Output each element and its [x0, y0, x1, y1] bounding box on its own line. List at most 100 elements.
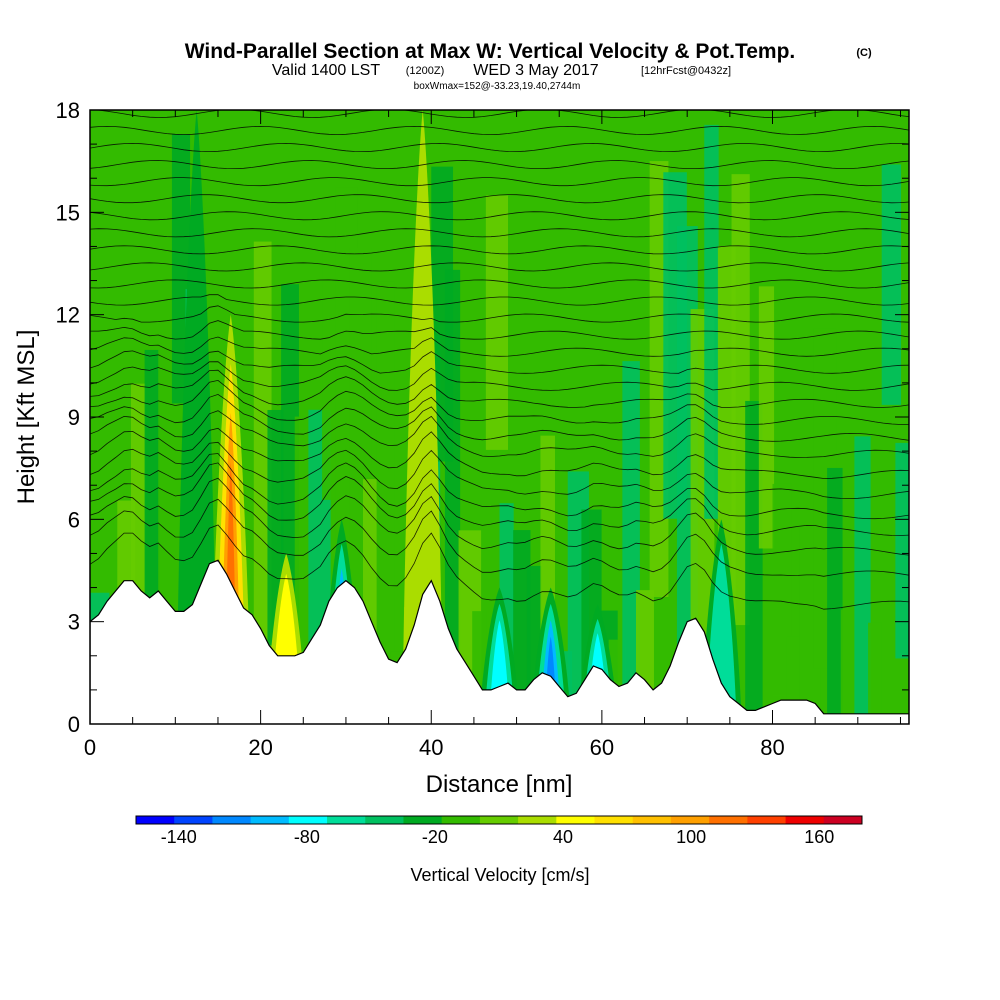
theta-contour: [90, 350, 909, 374]
colorbar-tick-label: -140: [161, 827, 197, 847]
y-tick-label: 18: [56, 98, 80, 123]
colorbar-tick-label: 100: [676, 827, 706, 847]
theta-contour: [90, 410, 909, 458]
box-wmax-info: boxWmax=152@-33.23,19.40,2744m: [414, 81, 581, 92]
colorbar-swatch: [174, 816, 213, 824]
colorbar-swatch: [327, 816, 366, 824]
colorbar-swatch: [441, 816, 481, 824]
colorbar-swatch: [250, 816, 290, 824]
x-tick-label: 20: [248, 735, 272, 760]
title-block: Wind-Parallel Section at Max W: Vertical…: [185, 40, 872, 92]
forecast-info: [12hrFcst@0432z]: [641, 65, 731, 77]
theta-contour: [90, 305, 909, 323]
colorbar-tick-label: -80: [294, 827, 320, 847]
colorbar-swatch: [212, 816, 252, 824]
colorbar-label: Vertical Velocity [cm/s]: [410, 865, 589, 885]
field-stripe: [895, 442, 909, 659]
theta-contour: [90, 228, 909, 238]
valid-date: WED 3 May 2017: [473, 62, 598, 79]
field-stripe: [485, 195, 509, 450]
field-stripe: [758, 286, 775, 549]
y-tick-label: 15: [56, 200, 80, 225]
theta-contour: [90, 160, 909, 170]
theta-contour: [90, 379, 909, 425]
colorbar-swatch: [747, 816, 787, 824]
field-stripe: [704, 124, 719, 519]
valid-time: Valid 1400 LST: [272, 62, 380, 79]
colorbar-swatch: [823, 816, 863, 824]
plot-area: [90, 110, 930, 724]
field-stripe: [731, 174, 750, 626]
colorbar-swatch: [632, 816, 672, 824]
theta-contour: [90, 453, 909, 520]
colorbar-swatch: [136, 816, 175, 824]
colorbar-swatch: [556, 816, 596, 824]
x-tick-label: 60: [590, 735, 614, 760]
y-tick-label: 3: [68, 610, 80, 635]
colorbar-swatch: [365, 816, 404, 824]
colorbar-tick-label: -20: [422, 827, 448, 847]
y-axis: 0 3 6 9 12 15 18: [56, 98, 909, 737]
theta-contour: [90, 369, 909, 408]
theta-contour: [90, 294, 909, 306]
colorbar-swatch: [479, 816, 519, 824]
theta-contour: [90, 279, 909, 289]
theta-contour: [90, 125, 909, 136]
theta-contour: [90, 361, 909, 391]
theta-contour: [90, 262, 909, 272]
field-stripe: [868, 622, 882, 724]
field-stripe: [827, 467, 843, 724]
field-stripe: [909, 191, 930, 406]
theta-contour: [90, 320, 909, 340]
valid-utc: (1200Z): [406, 65, 445, 77]
theta-contour: [90, 336, 909, 357]
theta-contour: [90, 477, 909, 556]
theta-contour: [90, 393, 909, 442]
y-axis-label: Height [Kft MSL]: [13, 330, 40, 505]
theta-contours: [90, 110, 909, 610]
colorbar-frame: [135, 815, 863, 825]
copyright-mark: (C): [856, 47, 872, 59]
chart-title: Wind-Parallel Section at Max W: Vertical…: [185, 40, 796, 63]
y-tick-label: 0: [68, 712, 80, 737]
x-axis: 0 20 40 60 80: [84, 110, 901, 760]
colorbar-swatch: [709, 816, 748, 824]
x-tick-label: 40: [419, 735, 443, 760]
colorbar-tick-label: 160: [804, 827, 834, 847]
y-tick-label: 12: [56, 303, 80, 328]
field-stripe: [854, 436, 871, 724]
colorbar-swatch: [518, 816, 557, 824]
theta-contour: [90, 498, 909, 577]
field-stripe: [444, 269, 461, 713]
theta-contour: [90, 194, 909, 204]
terrain-mask: [90, 559, 909, 724]
field-stripe: [322, 250, 339, 500]
field-stripe: [745, 400, 763, 724]
theta-contour: [90, 524, 909, 610]
colorbar-swatch: [594, 816, 634, 824]
field-stripe: [622, 361, 640, 724]
theta-contour: [90, 211, 909, 221]
x-axis-label: Distance [nm]: [426, 771, 573, 798]
colorbar-swatch: [785, 816, 825, 824]
colorbar-swatch: [670, 816, 710, 824]
field-stripe: [881, 164, 902, 405]
x-tick-label: 0: [84, 735, 96, 760]
y-tick-label: 9: [68, 405, 80, 430]
field-stripe: [376, 281, 395, 724]
colorbar: -140 -80 -20 40 100 160: [135, 815, 863, 847]
field-stripe: [158, 143, 173, 679]
colorbar-swatch: [288, 816, 328, 824]
y-tick-label: 6: [68, 507, 80, 532]
colorbar-swatch: [403, 816, 443, 824]
theta-contour: [90, 245, 909, 255]
theta-contour: [90, 441, 909, 500]
theta-contour: [90, 142, 909, 153]
theta-contour: [90, 462, 909, 536]
theta-contour: [90, 177, 909, 187]
colorbar-tick-label: 40: [553, 827, 573, 847]
x-tick-label: 80: [760, 735, 784, 760]
field-stripe: [513, 530, 531, 724]
theta-contour: [90, 427, 909, 479]
